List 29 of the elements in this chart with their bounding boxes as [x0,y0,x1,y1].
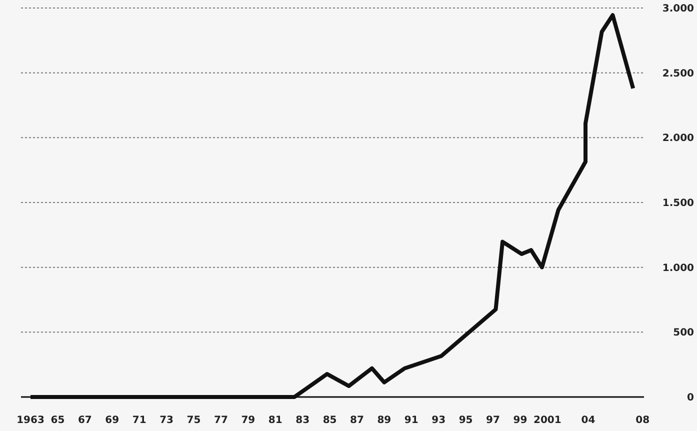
x-tick-label: 1963 [16,415,44,426]
y-tick-label: 0 [687,392,694,404]
x-tick-label: 04 [581,415,596,426]
y-tick-label: 2.000 [662,133,694,144]
x-tick-label: 67 [78,415,92,426]
x-tick-label: 81 [268,415,282,426]
x-tick-label: 89 [377,415,392,426]
x-tick-label: 75 [186,415,201,426]
x-tick-label: 79 [241,415,256,426]
x-tick-label: 91 [404,415,418,426]
x-tick-label: 69 [105,415,120,426]
y-tick-label: 2.500 [662,68,694,80]
y-tick-label: 3.000 [662,4,694,14]
x-tick-label: 85 [322,415,337,426]
x-tick-label: 93 [432,415,446,426]
x-tick-label: 71 [132,415,146,426]
x-tick-label: 87 [350,415,364,426]
x-tick-label: 2001 [534,415,562,426]
x-tick-label: 73 [160,415,174,426]
x-tick-label: 97 [486,415,500,426]
x-tick-label: 99 [513,415,528,426]
x-tick-label: 77 [214,415,228,426]
x-tick-label: 08 [636,415,650,426]
y-tick-label: 1.500 [662,198,694,209]
x-tick-label: 65 [50,415,65,426]
x-tick-label: 83 [296,415,310,426]
y-tick-label: 500 [673,328,694,339]
x-tick-label: 95 [458,415,473,426]
y-tick-label: 1.000 [662,262,694,274]
